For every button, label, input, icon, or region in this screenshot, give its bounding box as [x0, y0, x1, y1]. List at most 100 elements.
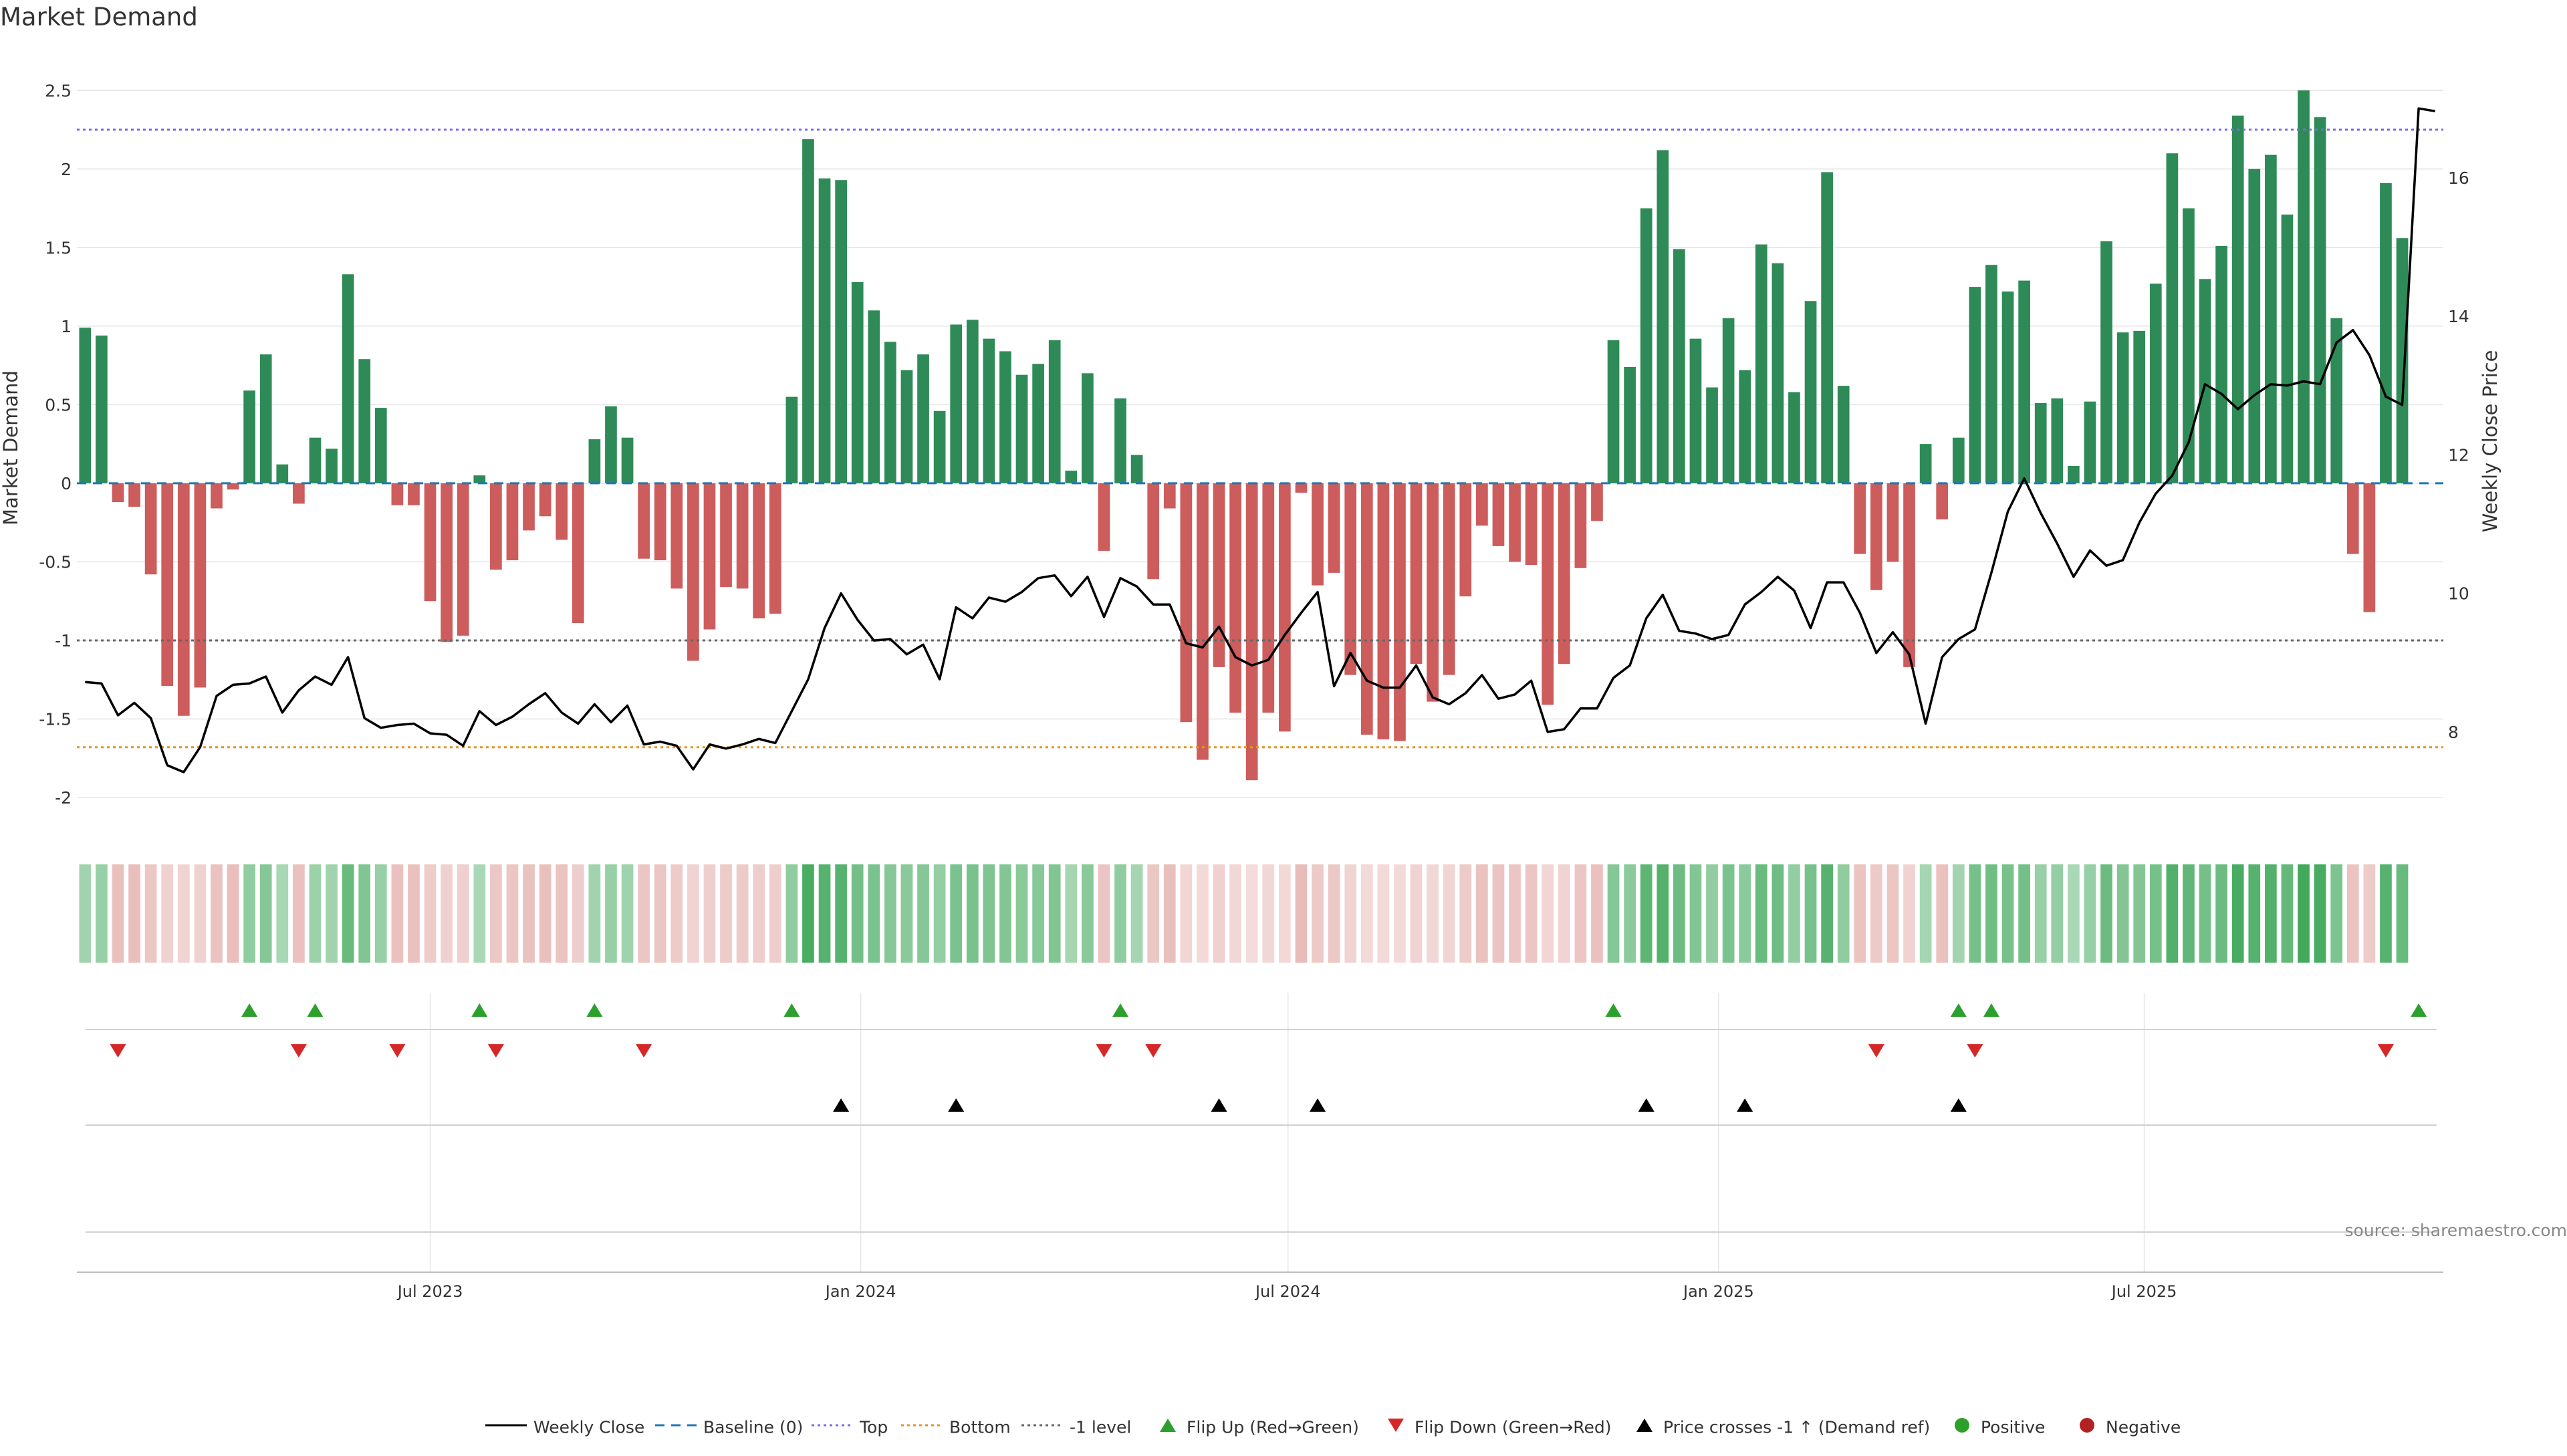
- demand-bar: [2282, 215, 2294, 483]
- heat-cell: [1229, 864, 1241, 963]
- demand-bar: [2199, 279, 2211, 483]
- demand-bar: [145, 483, 157, 574]
- demand-bar: [507, 483, 519, 560]
- flip-up-marker: [1951, 1003, 1967, 1017]
- heat-cell: [704, 864, 716, 963]
- price-cross-marker: [833, 1098, 849, 1112]
- legend-swatch: [2074, 1416, 2100, 1439]
- demand-bar: [2133, 331, 2145, 483]
- demand-bar: [2100, 241, 2112, 483]
- heat-cell: [507, 864, 519, 963]
- demand-bar: [1985, 265, 1997, 483]
- demand-bar: [1854, 483, 1866, 554]
- demand-bar: [1870, 483, 1882, 590]
- demand-bar: [737, 483, 749, 588]
- demand-bar: [1049, 340, 1061, 483]
- x-tick-label: Jul 2025: [2110, 1282, 2177, 1301]
- demand-bar: [1591, 483, 1603, 521]
- heat-cell: [342, 864, 354, 963]
- heat-cell: [178, 864, 190, 963]
- heat-cell: [622, 864, 634, 963]
- demand-bar: [1181, 483, 1193, 722]
- demand-bar: [901, 370, 913, 483]
- heat-cell: [2051, 864, 2063, 963]
- heat-cell: [128, 864, 140, 963]
- legend-label: Flip Down (Green→Red): [1415, 1418, 1612, 1437]
- heat-cell: [112, 864, 124, 963]
- heat-cell: [589, 864, 601, 963]
- demand-bar: [2167, 153, 2179, 483]
- heat-cell: [1640, 864, 1653, 963]
- heat-cell: [1312, 864, 1324, 963]
- heat-cell: [802, 864, 814, 963]
- heat-cell: [1591, 864, 1603, 963]
- flip-down-marker: [1967, 1044, 1983, 1058]
- heat-cell: [2035, 864, 2047, 963]
- heat-cell: [2347, 864, 2359, 963]
- heat-cell: [358, 864, 370, 963]
- heat-cell: [2167, 864, 2179, 963]
- demand-bar: [260, 354, 272, 483]
- demand-bar: [2232, 116, 2244, 483]
- y-tick-label: -1: [55, 631, 72, 650]
- heat-cell: [1493, 864, 1505, 963]
- demand-bar: [2150, 283, 2162, 483]
- legend-label: Top: [860, 1418, 888, 1437]
- heat-cell: [819, 864, 831, 963]
- demand-bar: [556, 483, 568, 540]
- heat-cell: [326, 864, 338, 963]
- demand-bar: [605, 406, 617, 483]
- heat-cell: [605, 864, 617, 963]
- heat-cell: [1788, 864, 1800, 963]
- demand-bar: [1114, 398, 1126, 483]
- heat-cell: [1082, 864, 1094, 963]
- heat-cell: [2380, 864, 2392, 963]
- legend-swatch: [654, 1416, 698, 1439]
- demand-bar: [1131, 455, 1143, 483]
- demand-bar: [358, 359, 370, 483]
- demand-bar: [2215, 246, 2227, 483]
- demand-bar: [2248, 169, 2260, 483]
- demand-bar: [326, 449, 338, 483]
- y-tick-label: 1.5: [45, 238, 72, 257]
- heat-cell: [2215, 864, 2227, 963]
- heat-cell: [753, 864, 765, 963]
- heat-cell: [1427, 864, 1439, 963]
- legend-swatch: [900, 1416, 944, 1439]
- demand-bar: [276, 465, 288, 483]
- demand-bar: [769, 483, 781, 614]
- demand-bar: [2314, 117, 2326, 483]
- heat-cell: [473, 864, 485, 963]
- heat-cell: [1903, 864, 1915, 963]
- heat-cell: [1296, 864, 1308, 963]
- heat-cell: [687, 864, 699, 963]
- demand-bar: [2347, 483, 2359, 554]
- legend-label: Baseline (0): [703, 1418, 803, 1437]
- heat-cell: [1246, 864, 1258, 963]
- heat-cell: [2248, 864, 2260, 963]
- heat-cell: [1361, 864, 1373, 963]
- demand-bar: [490, 483, 502, 570]
- x-tick-label: Jul 2023: [396, 1282, 463, 1301]
- demand-bar: [178, 483, 190, 716]
- heat-cell: [769, 864, 781, 963]
- demand-bar: [2035, 403, 2047, 483]
- heat-cell: [1739, 864, 1751, 963]
- demand-bar: [704, 483, 716, 630]
- legend-label: Flip Up (Red→Green): [1187, 1418, 1359, 1437]
- heat-cell: [161, 864, 173, 963]
- demand-bar: [1772, 263, 1784, 483]
- demand-bar: [2002, 291, 2014, 483]
- legend-item-weekly-close: Weekly Close: [484, 1416, 644, 1439]
- heat-cell: [441, 864, 453, 963]
- y-axis-label: Market Demand: [0, 370, 22, 525]
- demand-bar: [753, 483, 765, 618]
- demand-bar: [1476, 483, 1488, 525]
- heat-cell: [243, 864, 255, 963]
- heat-cell: [2298, 864, 2310, 963]
- heat-cell: [2199, 864, 2211, 963]
- demand-bar: [917, 354, 929, 483]
- demand-bar: [720, 483, 732, 587]
- heat-cell: [1887, 864, 1899, 963]
